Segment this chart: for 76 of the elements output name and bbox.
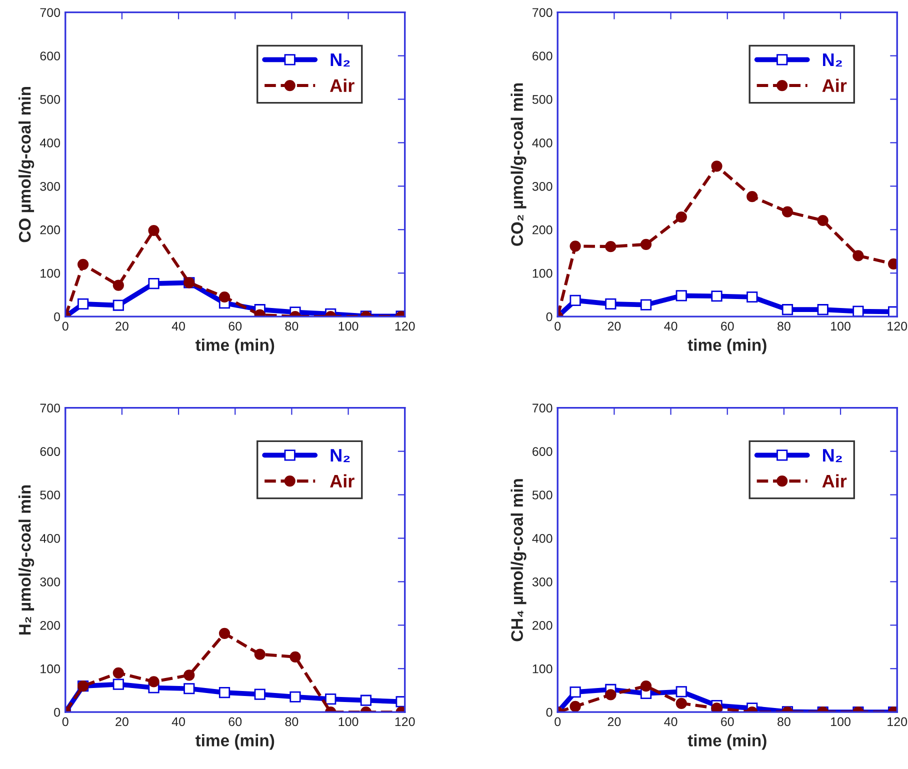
x-tick-label: 40 xyxy=(664,322,678,331)
x-tick-label: 60 xyxy=(228,717,242,726)
y-tick-label: 100 xyxy=(532,664,552,674)
x-axis-title: time (min) xyxy=(196,338,274,354)
legend-label: Air xyxy=(330,474,354,488)
x-tick-label: 40 xyxy=(664,717,678,726)
legend-label: Air xyxy=(822,78,847,92)
y-axis-title: CH₄ µmol/g-coal min xyxy=(510,479,526,642)
x-tick-label: 20 xyxy=(608,322,621,331)
x-tick-label: 0 xyxy=(62,322,68,331)
y-tick-label: 500 xyxy=(532,490,552,500)
legend-label: Air xyxy=(330,78,354,92)
y-tick-label: 600 xyxy=(40,447,60,456)
y-tick-label: 600 xyxy=(532,447,552,456)
y-tick-label: 700 xyxy=(532,8,552,17)
y-tick-label: 0 xyxy=(546,708,552,717)
y-tick-label: 700 xyxy=(532,404,552,412)
x-tick-label: 120 xyxy=(395,322,415,331)
y-axis-title: CO₂ µmol/g-coal min xyxy=(510,83,526,246)
x-tick-label: 60 xyxy=(721,717,734,726)
legend-label: Air xyxy=(822,474,847,488)
y-tick-label: 400 xyxy=(40,534,60,543)
y-tick-label: 200 xyxy=(40,620,60,630)
y-tick-label: 700 xyxy=(40,404,60,412)
y-tick-label: 200 xyxy=(40,225,60,234)
x-tick-label: 100 xyxy=(338,322,358,331)
y-tick-label: 600 xyxy=(40,52,60,60)
x-axis-title: time (min) xyxy=(688,734,766,750)
y-tick-label: 400 xyxy=(532,534,552,543)
y-tick-label: 100 xyxy=(40,268,60,278)
x-tick-label: 0 xyxy=(62,717,68,726)
x-tick-label: 20 xyxy=(116,717,128,726)
x-tick-label: 40 xyxy=(172,717,185,726)
y-tick-label: 300 xyxy=(40,182,60,191)
x-tick-label: 120 xyxy=(395,717,415,726)
y-axis-title: CO µmol/g-coal min xyxy=(18,87,34,242)
y-tick-label: 300 xyxy=(532,182,552,191)
y-tick-label: 700 xyxy=(40,8,60,17)
x-tick-label: 100 xyxy=(831,717,850,726)
legend-label: N₂ xyxy=(330,54,350,67)
legend-label: N₂ xyxy=(330,449,350,462)
legend-label: N₂ xyxy=(823,54,842,67)
x-tick-label: 0 xyxy=(554,322,561,331)
x-tick-label: 80 xyxy=(285,717,298,726)
y-tick-label: 400 xyxy=(40,138,60,148)
y-tick-label: 300 xyxy=(532,578,552,586)
x-tick-label: 100 xyxy=(338,717,358,726)
y-tick-label: 500 xyxy=(40,490,60,500)
y-tick-label: 0 xyxy=(54,708,60,717)
x-tick-label: 80 xyxy=(778,717,790,726)
y-tick-label: 300 xyxy=(40,578,60,586)
x-tick-label: 120 xyxy=(888,322,908,331)
x-tick-label: 60 xyxy=(228,322,242,331)
y-tick-label: 600 xyxy=(532,52,552,60)
x-tick-label: 80 xyxy=(778,322,790,331)
x-tick-label: 60 xyxy=(721,322,734,331)
x-tick-label: 20 xyxy=(116,322,128,331)
x-axis-title: time (min) xyxy=(688,338,766,354)
y-tick-label: 500 xyxy=(40,95,60,104)
x-tick-label: 0 xyxy=(554,717,561,726)
x-axis-title: time (min) xyxy=(196,734,274,750)
y-tick-label: 0 xyxy=(546,312,552,322)
y-tick-label: 400 xyxy=(532,138,552,148)
y-tick-label: 500 xyxy=(532,95,552,104)
y-tick-label: 100 xyxy=(532,268,552,278)
x-tick-label: 80 xyxy=(285,322,298,331)
x-tick-label: 100 xyxy=(831,322,850,331)
y-tick-label: 200 xyxy=(532,620,552,630)
y-tick-label: 0 xyxy=(54,312,60,322)
x-tick-label: 40 xyxy=(172,322,185,331)
y-tick-label: 200 xyxy=(532,225,552,234)
legend-label: N₂ xyxy=(823,449,842,462)
x-tick-label: 120 xyxy=(888,717,908,726)
x-tick-label: 20 xyxy=(608,717,621,726)
y-tick-label: 100 xyxy=(40,664,60,674)
y-axis-title: H₂ µmol/g-coal min xyxy=(18,485,34,634)
